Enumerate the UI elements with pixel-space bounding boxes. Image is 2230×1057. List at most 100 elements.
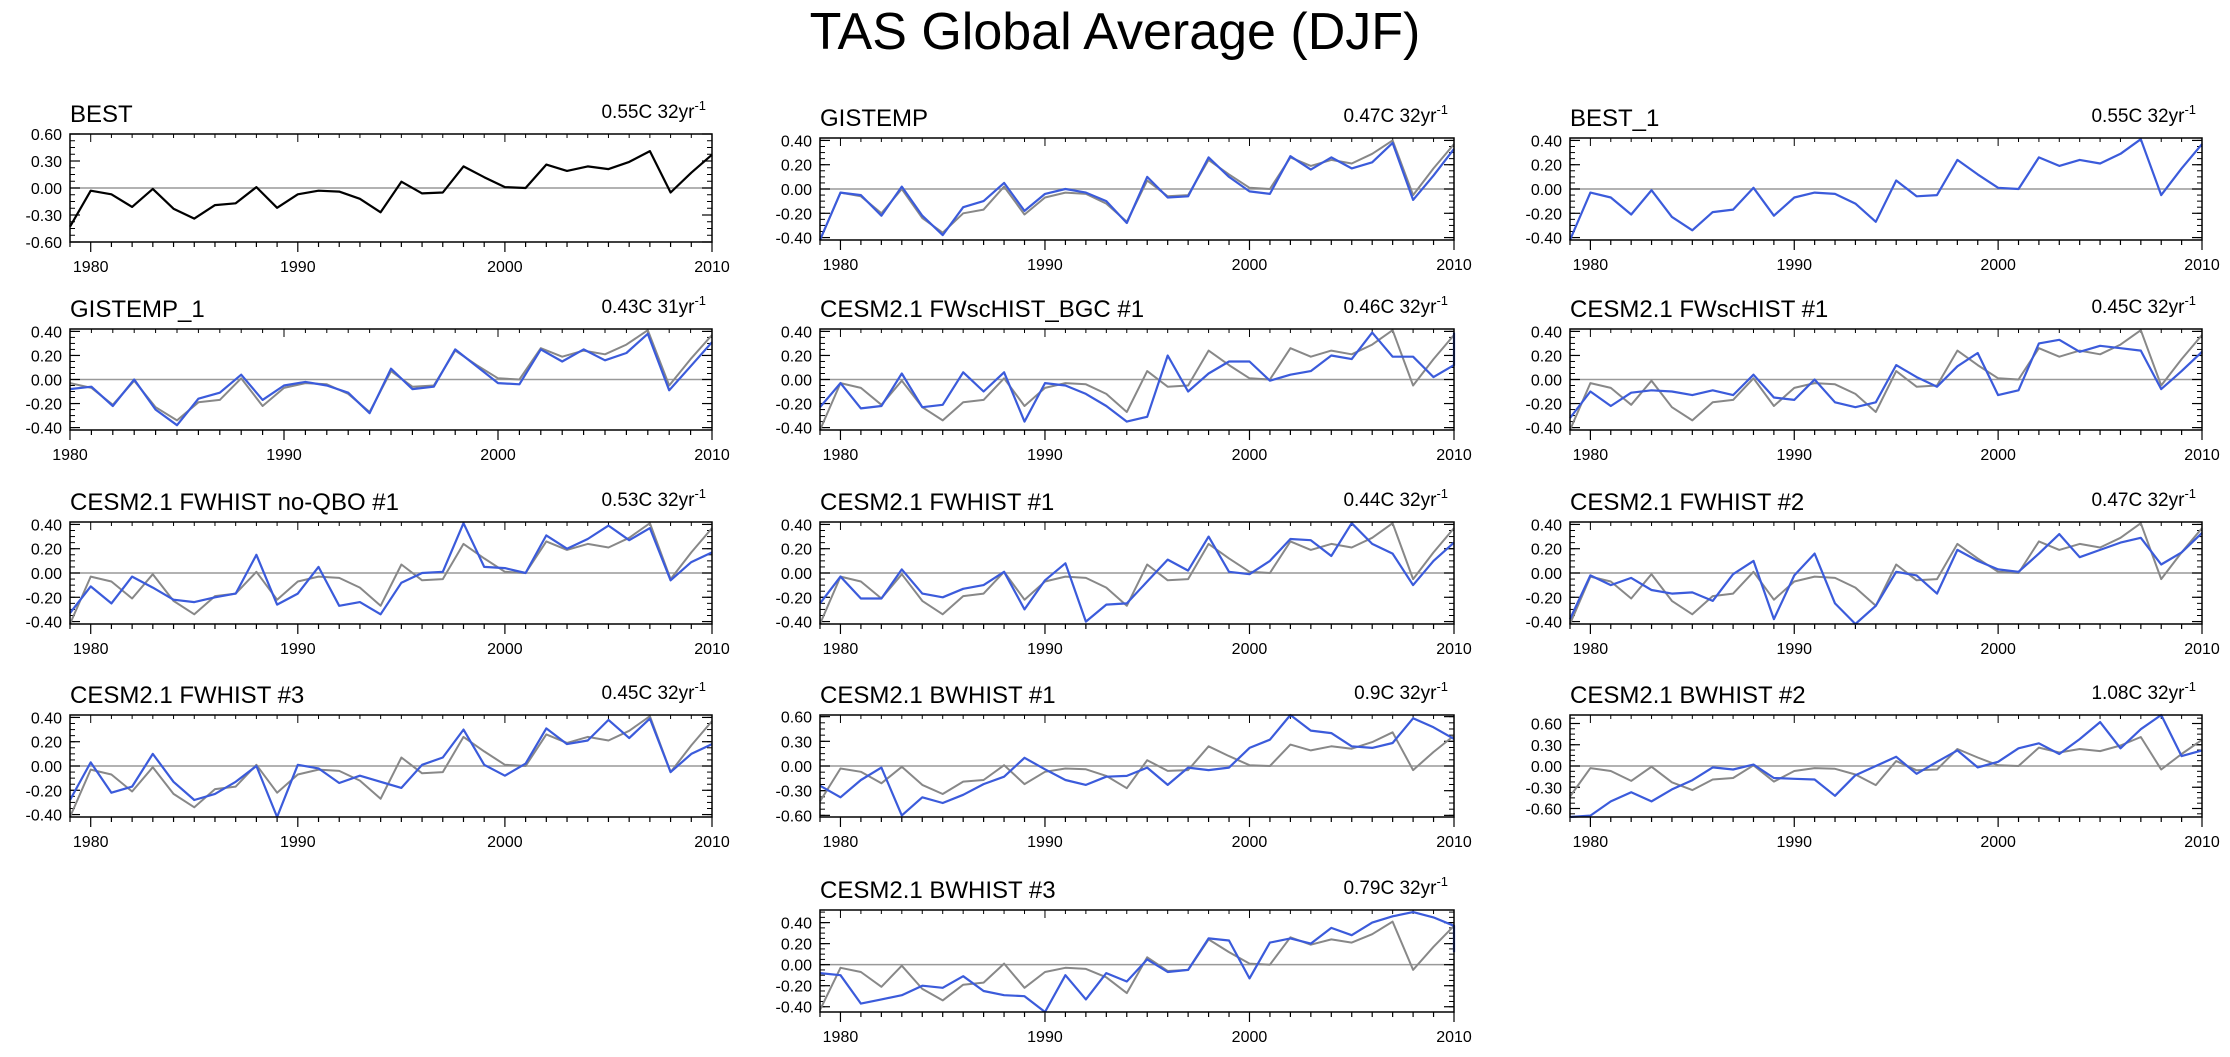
reference-series-line xyxy=(1569,522,2203,625)
x-tick-label: 2010 xyxy=(1436,447,1472,464)
trend-exponent: -1 xyxy=(2184,293,2196,308)
y-tick-label: 0.20 xyxy=(31,735,62,752)
y-tick-label: -0.20 xyxy=(776,590,813,607)
panel-title: CESM2.1 FWHIST #3 xyxy=(70,682,304,709)
x-tick-label: 1990 xyxy=(1027,1029,1063,1046)
y-tick-label: -0.20 xyxy=(1526,397,1563,414)
reference-series-line xyxy=(819,522,1455,625)
x-tick-label: 1990 xyxy=(1027,257,1063,274)
y-tick-label: 0.60 xyxy=(31,127,62,144)
plot-frame xyxy=(69,328,713,431)
x-tick-label: 2010 xyxy=(2184,447,2220,464)
trend-value: 0.9C 32yr xyxy=(1354,683,1437,704)
trend-value: 0.47C 32yr xyxy=(2091,490,2185,511)
trend-value: 0.53C 32yr xyxy=(601,490,695,511)
y-tick-label: 0.20 xyxy=(781,158,812,175)
x-tick-label: 2000 xyxy=(487,259,523,276)
chart-panel: CESM2.1 FWHIST #1 0.44C 32yr-1 0.40 0.20 0.0… xyxy=(776,486,1472,658)
x-tick-label: 1980 xyxy=(73,641,109,658)
panel-title: CESM2.1 FWHIST no-QBO #1 xyxy=(70,489,399,516)
x-tick-label: 1980 xyxy=(1573,257,1609,274)
panel-title: CESM2.1 FWscHIST_BGC #1 xyxy=(820,296,1144,323)
model-series-line xyxy=(69,717,713,819)
x-tick-label: 2010 xyxy=(694,447,730,464)
x-tick-label: 2010 xyxy=(1436,834,1472,851)
reference-series-line xyxy=(819,731,1455,802)
trend-label: 0.46C 32yr-1 xyxy=(1343,293,1448,318)
y-tick-label: 0.40 xyxy=(1531,324,1562,341)
trend-label: 1.08C 32yr-1 xyxy=(2091,679,2196,704)
model-series-line xyxy=(819,522,1455,623)
panel-title: GISTEMP xyxy=(820,105,928,132)
trend-value: 0.55C 32yr xyxy=(2091,106,2185,127)
plot-frame xyxy=(819,714,1455,818)
trend-exponent: -1 xyxy=(2184,679,2196,694)
y-tick-label: 0.00 xyxy=(781,373,812,390)
reference-series-line xyxy=(1569,329,2203,431)
y-tick-label: -0.30 xyxy=(1526,780,1563,797)
x-tick-label: 1980 xyxy=(823,834,859,851)
trend-exponent: -1 xyxy=(694,293,706,308)
y-tick-label: 0.40 xyxy=(781,916,812,933)
y-tick-label: -0.40 xyxy=(776,231,813,248)
x-tick-label: 2010 xyxy=(2184,641,2220,658)
y-tick-label: 0.20 xyxy=(1531,158,1562,175)
x-tick-label: 1980 xyxy=(73,834,109,851)
x-tick-label: 2000 xyxy=(1232,834,1268,851)
model-series-line xyxy=(69,522,713,616)
x-tick-label: 2010 xyxy=(2184,257,2220,274)
chart-panel: CESM2.1 BWHIST #1 0.9C 32yr-1 0.60 0.30 0.00… xyxy=(776,679,1472,851)
y-tick-label: 0.20 xyxy=(31,348,62,365)
x-tick-label: 2010 xyxy=(694,834,730,851)
x-tick-label: 2000 xyxy=(487,641,523,658)
y-tick-label: -0.60 xyxy=(26,235,63,252)
trend-exponent: -1 xyxy=(1436,874,1448,889)
chart-panel: BEST 0.55C 32yr-1 0.60 0.30 0.00 -0.30 -0.60 19… xyxy=(26,98,730,276)
x-tick-label: 2000 xyxy=(1232,641,1268,658)
reference-series-line xyxy=(819,139,1455,241)
y-tick-label: -0.40 xyxy=(1526,615,1563,632)
trend-value: 0.79C 32yr xyxy=(1343,878,1437,899)
x-tick-label: 1980 xyxy=(1573,641,1609,658)
trend-value: 0.44C 32yr xyxy=(1343,490,1437,511)
plot-frame xyxy=(69,521,713,625)
model-series-line xyxy=(819,713,1455,817)
model-series-line xyxy=(69,150,713,228)
chart-panel: CESM2.1 FWHIST #3 0.45C 32yr-1 0.40 0.20 0.0… xyxy=(26,679,730,851)
panel-title: BEST_1 xyxy=(1570,105,1659,132)
y-tick-label: -0.40 xyxy=(776,421,813,438)
x-tick-label: 1980 xyxy=(52,447,88,464)
y-tick-label: 0.20 xyxy=(1531,542,1562,559)
trend-label: 0.44C 32yr-1 xyxy=(1343,486,1448,511)
y-tick-label: -0.40 xyxy=(776,1000,813,1017)
reference-series-line xyxy=(69,329,713,422)
x-tick-label: 2000 xyxy=(1232,1029,1268,1046)
x-tick-label: 1990 xyxy=(1027,834,1063,851)
y-tick-label: 0.40 xyxy=(781,324,812,341)
y-tick-label: 0.40 xyxy=(31,517,62,534)
reference-series-line xyxy=(69,715,713,818)
x-tick-label: 1990 xyxy=(280,641,316,658)
y-tick-label: -0.40 xyxy=(1526,421,1563,438)
y-tick-label: 0.20 xyxy=(781,542,812,559)
plot-frame xyxy=(819,328,1455,431)
chart-panel: CESM2.1 FWscHIST #1 0.45C 32yr-1 0.40 0.20 0… xyxy=(1526,293,2220,464)
trend-label: 0.55C 32yr-1 xyxy=(2091,102,2196,127)
reference-series-line xyxy=(819,920,1455,1011)
y-tick-label: -0.40 xyxy=(26,615,63,632)
y-tick-label: 0.60 xyxy=(1531,717,1562,734)
y-tick-label: -0.20 xyxy=(1526,590,1563,607)
trend-value: 1.08C 32yr xyxy=(2091,683,2185,704)
panel-title: GISTEMP_1 xyxy=(70,296,205,323)
y-tick-label: 0.40 xyxy=(31,324,62,341)
trend-label: 0.45C 32yr-1 xyxy=(2091,293,2196,318)
y-tick-label: 0.20 xyxy=(1531,348,1562,365)
chart-panel: CESM2.1 FWHIST #2 0.47C 32yr-1 0.40 0.20 0.0… xyxy=(1526,486,2220,658)
plot-frame xyxy=(69,133,713,243)
chart-panel: CESM2.1 BWHIST #2 1.08C 32yr-1 0.60 0.30 0.0… xyxy=(1526,679,2220,851)
y-tick-label: -0.40 xyxy=(26,808,63,825)
y-tick-label: -0.20 xyxy=(26,590,63,607)
x-tick-label: 1990 xyxy=(266,447,302,464)
y-tick-label: 0.40 xyxy=(781,133,812,150)
